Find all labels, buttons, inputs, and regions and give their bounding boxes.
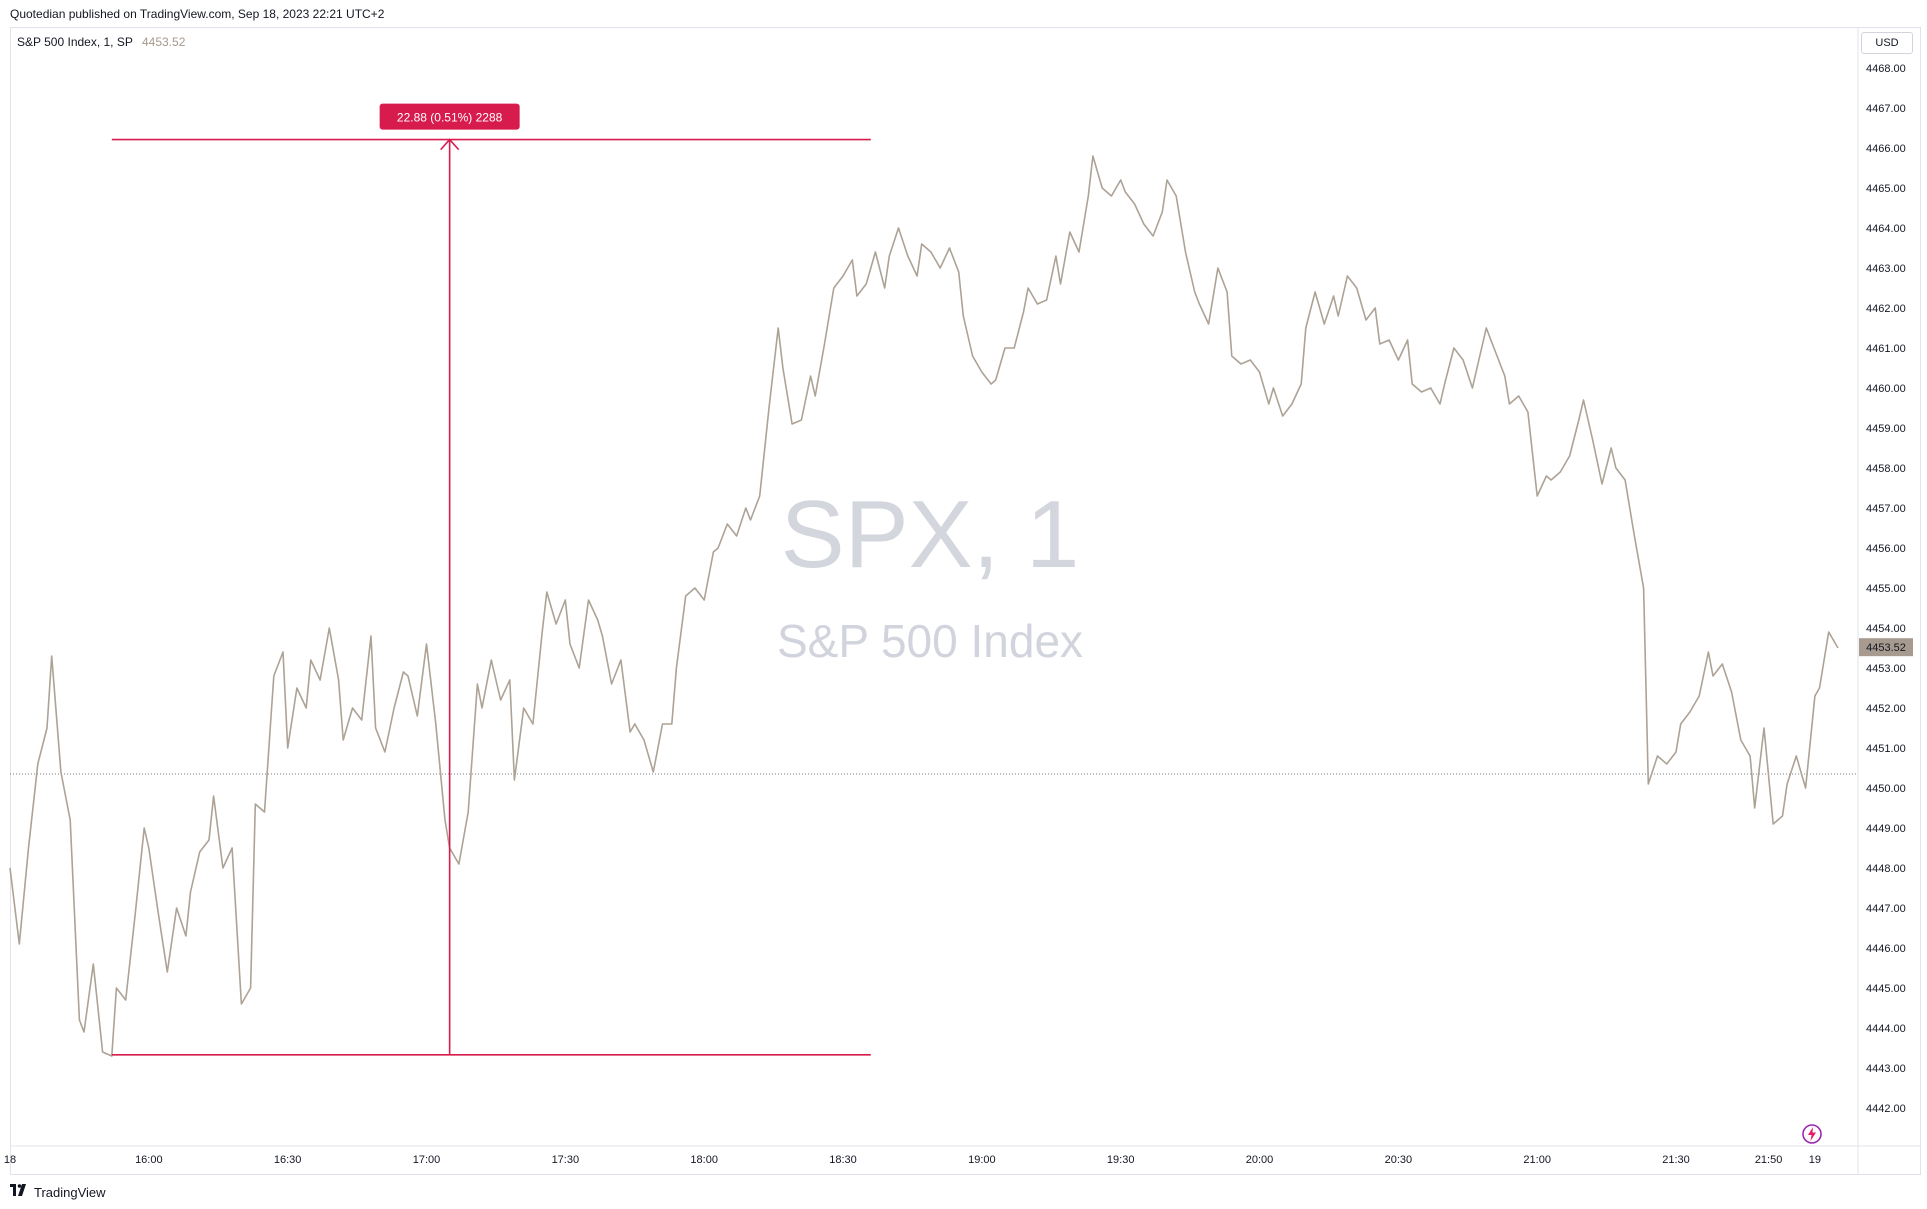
x-tick-label: 19 bbox=[1809, 1154, 1821, 1166]
y-tick-label: 4467.00 bbox=[1866, 103, 1906, 115]
x-tick-label: 20:30 bbox=[1385, 1154, 1413, 1166]
x-tick-label: 18:00 bbox=[690, 1154, 718, 1166]
published-by-text: Quotedian published on TradingView.com, … bbox=[10, 7, 385, 21]
y-tick-label: 4447.00 bbox=[1866, 903, 1906, 915]
price-series-line bbox=[9, 155, 1839, 1057]
watermark-symbol: SPX, 1 bbox=[780, 481, 1080, 588]
legend-title: S&P 500 Index, 1, SP bbox=[17, 35, 133, 49]
x-tick-label: 17:00 bbox=[413, 1154, 441, 1166]
y-tick-label: 4466.00 bbox=[1866, 143, 1906, 155]
x-tick-label: 17:30 bbox=[552, 1154, 580, 1166]
y-tick-label: 4460.00 bbox=[1866, 383, 1906, 395]
x-tick-label: 20:00 bbox=[1246, 1154, 1274, 1166]
y-tick-label: 4462.00 bbox=[1866, 303, 1906, 315]
y-tick-label: 4455.00 bbox=[1866, 583, 1906, 595]
y-tick-label: 4448.00 bbox=[1866, 863, 1906, 875]
x-tick-label: 16:30 bbox=[274, 1154, 302, 1166]
y-tick-label: 4452.00 bbox=[1866, 703, 1906, 715]
x-tick-label: 16:00 bbox=[135, 1154, 163, 1166]
range-arrow-head bbox=[440, 138, 460, 151]
range-label-box[interactable] bbox=[379, 103, 520, 130]
y-tick-label: 4465.00 bbox=[1866, 183, 1906, 195]
y-tick-label: 4450.00 bbox=[1866, 783, 1906, 795]
legend-value: 4453.52 bbox=[141, 35, 186, 49]
y-tick-label: 4449.00 bbox=[1866, 823, 1906, 835]
y-tick-label: 4445.00 bbox=[1866, 983, 1906, 995]
y-tick-label: 4442.00 bbox=[1866, 1103, 1906, 1115]
x-tick-label: 18:30 bbox=[829, 1154, 857, 1166]
last-price-label: 4453.52 bbox=[1866, 642, 1906, 654]
y-tick-label: 4454.00 bbox=[1866, 623, 1906, 635]
publish-header: Quotedian published on TradingView.com, … bbox=[0, 0, 1927, 28]
y-tick-label: 4451.00 bbox=[1866, 743, 1906, 755]
y-tick-label: 4459.00 bbox=[1866, 423, 1906, 435]
x-tick-label: 19:00 bbox=[968, 1154, 996, 1166]
y-tick-label: 4458.00 bbox=[1866, 463, 1906, 475]
last-price-badge bbox=[1859, 638, 1913, 657]
tradingview-logo-icon[interactable] bbox=[10, 1183, 30, 1201]
y-tick-label: 4446.00 bbox=[1866, 943, 1906, 955]
footer: TradingView bbox=[10, 1182, 106, 1202]
x-tick-label: 21:00 bbox=[1523, 1154, 1551, 1166]
y-tick-label: 4464.00 bbox=[1866, 223, 1906, 235]
y-tick-label: 4456.00 bbox=[1866, 543, 1906, 555]
y-tick-label: 4443.00 bbox=[1866, 1063, 1906, 1075]
x-tick-label: 21:30 bbox=[1662, 1154, 1690, 1166]
lightning-icon[interactable] bbox=[1801, 1123, 1823, 1145]
x-tick-label: 19:30 bbox=[1107, 1154, 1135, 1166]
chart-pane[interactable] bbox=[10, 27, 1921, 1175]
y-tick-label: 4457.00 bbox=[1866, 503, 1906, 515]
currency-button[interactable]: USD bbox=[1861, 32, 1913, 54]
watermark-name: S&P 500 Index bbox=[776, 615, 1084, 667]
y-tick-label: 4463.00 bbox=[1866, 263, 1906, 275]
tradingview-brand-text[interactable]: TradingView bbox=[34, 1184, 106, 1200]
y-tick-label: 4461.00 bbox=[1866, 343, 1906, 355]
x-tick-label: 18 bbox=[4, 1154, 16, 1166]
y-tick-label: 4468.00 bbox=[1866, 63, 1906, 75]
range-label-text: 22.88 (0.51%) 2288 bbox=[397, 111, 503, 125]
y-tick-label: 4444.00 bbox=[1866, 1023, 1906, 1035]
x-tick-label: 21:50 bbox=[1755, 1154, 1783, 1166]
symbol-legend: S&P 500 Index, 1, SP 4453.52 bbox=[17, 35, 185, 49]
y-tick-label: 4453.00 bbox=[1866, 663, 1906, 675]
